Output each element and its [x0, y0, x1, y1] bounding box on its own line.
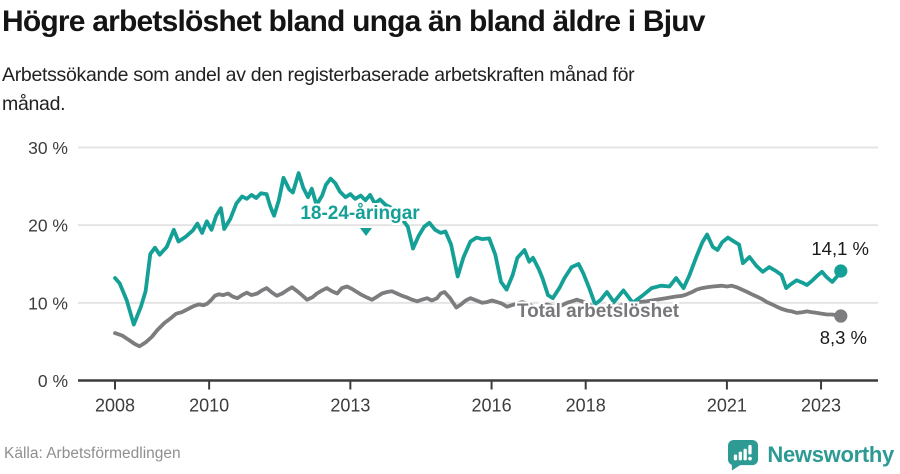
y-tick-label: 10 %	[28, 293, 68, 313]
series-label-youth: 18-24-åringar	[300, 203, 420, 224]
end-value-youth: 14,1 %	[811, 238, 869, 259]
x-tick-label: 2010	[189, 396, 229, 416]
series-label-total: Total arbetslöshet	[516, 301, 680, 322]
x-tick-label: 2018	[566, 396, 606, 416]
end-value-total: 8,3 %	[819, 327, 867, 348]
y-tick-label: 20 %	[28, 216, 68, 236]
series-end-dot-youth	[834, 264, 848, 278]
x-tick-label: 2008	[95, 396, 135, 416]
x-tick-label: 2013	[330, 396, 370, 416]
x-tick-label: 2023	[801, 396, 841, 416]
page-title: Högre arbetslöshet bland unga än bland ä…	[2, 5, 705, 38]
subtitle-line-2: månad.	[2, 93, 66, 115]
series-line-total	[113, 283, 843, 349]
chart-subtitle: Arbetssökande som andel av den registerb…	[2, 61, 635, 119]
y-tick-label: 30 %	[28, 138, 68, 158]
newsworthy-brand: Newsworthy	[727, 439, 894, 471]
newsworthy-logo-icon	[728, 439, 759, 471]
series-label-pointer-icon	[360, 228, 372, 236]
subtitle-line-1: Arbetssökande som andel av den registerb…	[2, 64, 635, 86]
series-end-dot-total	[834, 309, 848, 323]
x-tick-label: 2016	[472, 396, 512, 416]
y-tick-label: 0 %	[38, 371, 68, 391]
x-tick-label: 2021	[707, 396, 747, 416]
newsworthy-wordmark: Newsworthy	[767, 442, 894, 467]
series-line-youth	[113, 171, 843, 327]
source-note: Källa: Arbetsförmedlingen	[4, 445, 181, 462]
